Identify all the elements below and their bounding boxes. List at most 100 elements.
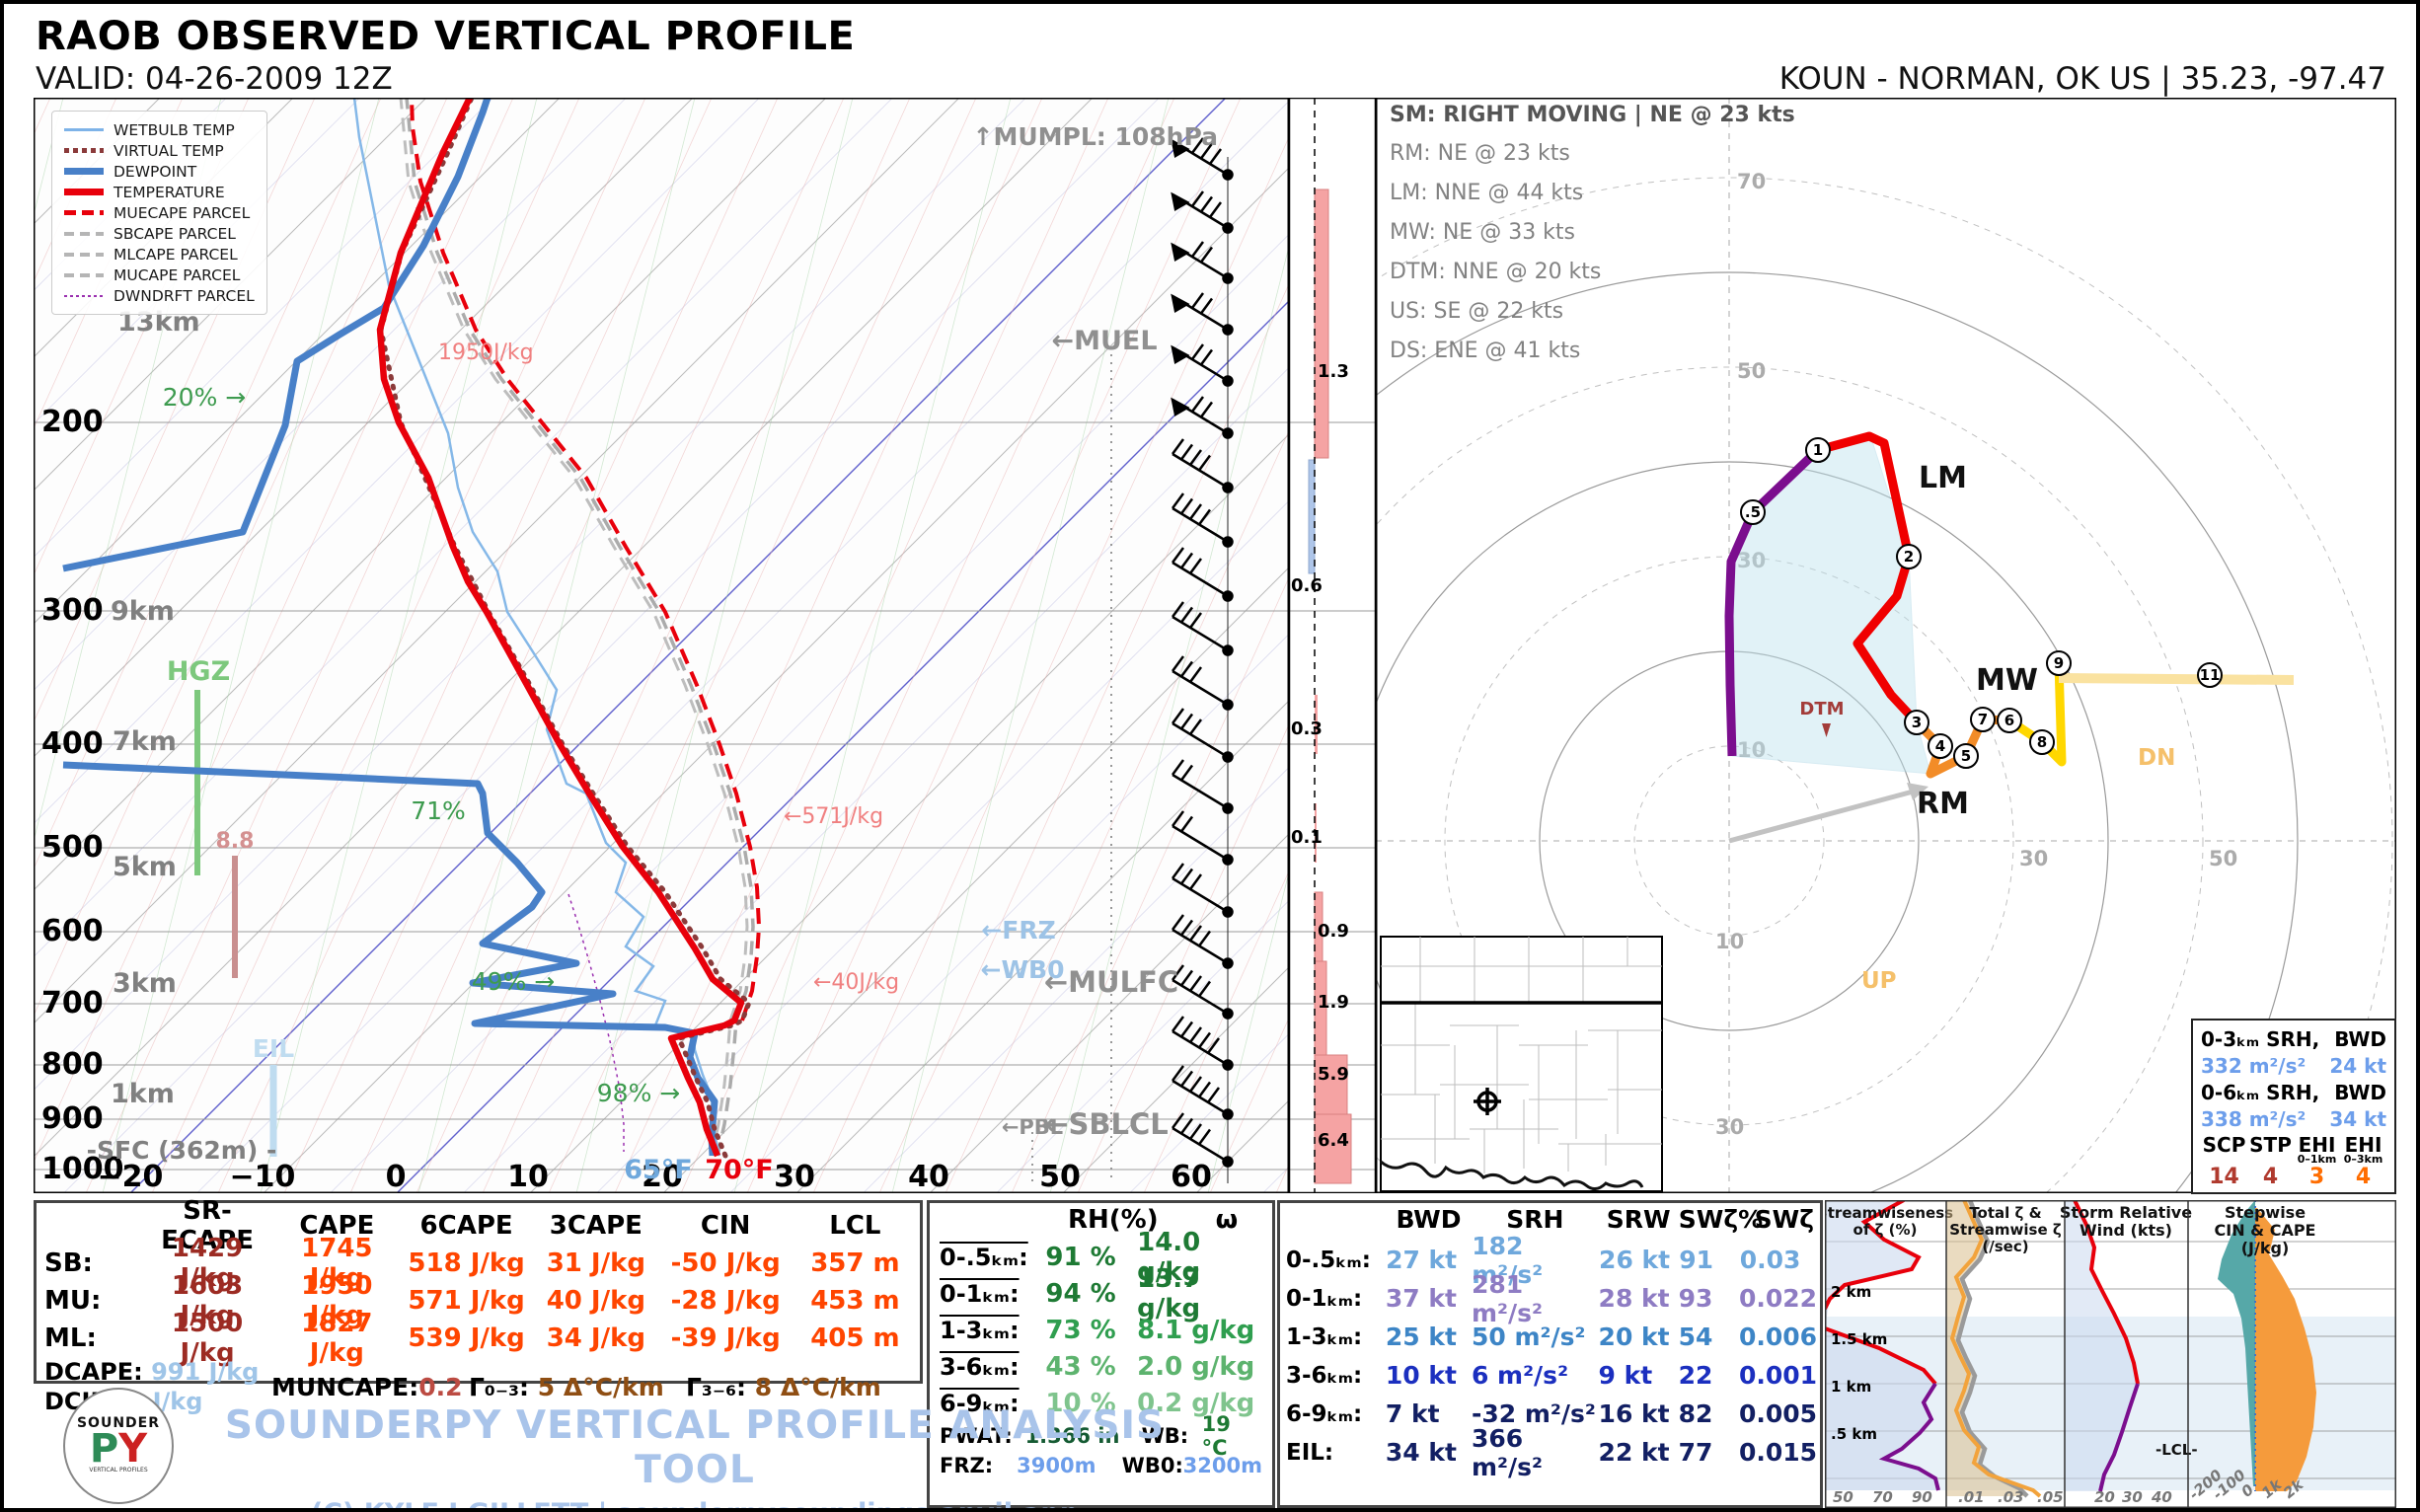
moist-row: 0-.5ₖₘ: 91 % 14.0 g/kg	[940, 1227, 1201, 1287]
virtualtemp-swatch-icon	[64, 148, 104, 153]
rh-header: RH(%)	[1068, 1205, 1159, 1235]
legend-label: SBCAPE PARCEL	[113, 224, 236, 243]
omega-value: 1.9	[1318, 992, 1349, 1013]
pressure-label: 400	[41, 726, 104, 761]
svg-text:.05: .05	[2037, 1488, 2064, 1506]
temp-tick: 10	[507, 1160, 549, 1193]
bwd-label: BWD	[2334, 1081, 2386, 1104]
credit-line1: SOUNDERPY VERTICAL PROFILE ANALYSIS TOOL	[224, 1403, 1166, 1492]
col-header: CAPE	[299, 1211, 375, 1241]
bwd-0-3-value: 24 kt	[2329, 1054, 2386, 1078]
hodo-trace-1-3km	[1816, 431, 1921, 726]
station-crosshair-icon	[1474, 1088, 1501, 1115]
height-label: 7km	[113, 726, 177, 757]
dewpoint-line-upper	[62, 98, 492, 572]
omega-header: ω	[1215, 1205, 1239, 1235]
moist-row: 0-1ₖₘ: 94 % 13.7 g/kg	[940, 1263, 1201, 1323]
sbcape-parcel-line	[405, 98, 755, 1157]
ring-label: 30	[1715, 1115, 1744, 1139]
svg-text:8: 8	[2037, 733, 2047, 751]
logo-y: Y	[118, 1426, 148, 1472]
ehi1-value: 3	[2308, 1165, 2325, 1189]
moist-row: 1-3ₖₘ: 73 % 8.1 g/kg	[940, 1315, 1255, 1345]
lm-label: LM	[1919, 461, 1967, 495]
ehi3-sub: 0–3km	[2343, 1153, 2383, 1166]
svg-text:Stepwise: Stepwise	[2225, 1203, 2306, 1222]
rh-annotation: 71%	[411, 796, 466, 825]
bwd-label: BWD	[2334, 1027, 2386, 1051]
rh-annotation: 98% →	[597, 1079, 680, 1107]
height-label: 9km	[111, 596, 175, 627]
stepwise-panel: Stepwise CIN & CAPE (J/kg) -200 -100 0 1…	[2185, 1200, 2316, 1508]
legend-label: MLCAPE PARCEL	[113, 245, 238, 264]
rh-annotation: 20% →	[163, 383, 246, 412]
streamwiseness-panel: Streamwiseness of ζ (%) 2 km 1.5 km 1 km…	[1825, 1200, 1953, 1506]
valid-time: VALID: 04-26-2009 12Z	[36, 61, 393, 97]
rm-line: RM: NE @ 23 kts	[1390, 141, 1570, 166]
svg-text:2: 2	[1904, 548, 1914, 566]
hodograph-rings	[1376, 98, 2396, 1193]
temp-tick: 20	[642, 1160, 683, 1193]
dwndrft-swatch-icon	[64, 294, 104, 297]
legend-label: MUECAPE PARCEL	[113, 203, 251, 222]
omega-value: 1.3	[1318, 361, 1349, 382]
shear-row: 6-9ₖₘ: 7 kt -32 m²/s² 16 kt 82 0.005	[1286, 1399, 1818, 1428]
sounderpy-logo: SOUNDER PY VERTICAL PROFILES	[63, 1388, 174, 1504]
frz-row: FRZ: 3900m WB0: 3200m	[940, 1454, 1262, 1477]
skewt-legend: WETBULB TEMP VIRTUAL TEMP DEWPOINT TEMPE…	[51, 111, 267, 315]
svg-text:of ζ (%): of ζ (%)	[1853, 1221, 1918, 1239]
wetbulb-swatch-icon	[64, 128, 104, 131]
station-label: KOUN - NORMAN, OK US | 35.23, -97.47	[1778, 61, 2386, 97]
mu-row: MU: 1603 J/kg 1950 J/kg 571 J/kg 40 J/kg -28…	[44, 1271, 900, 1330]
credit-line2: (C) KYLE J GILLETT | sounderpysoundings.…	[182, 1498, 1208, 1508]
ring-label: 50	[2209, 847, 2237, 870]
hodo-trace-6-9km	[2006, 662, 2067, 767]
cape-annotation: 1950J/kg	[438, 340, 534, 365]
us-line: US: SE @ 22 kts	[1390, 299, 1564, 324]
km-gridline-label: 1.5 km	[1831, 1330, 1887, 1348]
temp-tick: −20	[98, 1160, 164, 1193]
map-inset	[1380, 936, 1663, 1192]
svg-text:Wind (kts): Wind (kts)	[2080, 1221, 2172, 1240]
dn-label: DN	[2138, 745, 2175, 771]
ds-line: DS: ENE @ 41 kts	[1390, 339, 1581, 363]
up-label: UP	[1861, 968, 1897, 994]
lapse-label: 8.8	[216, 829, 255, 854]
moisture-table: RH(%) ω 0-.5ₖₘ: 91 % 14.0 g/kg 0-1ₖₘ: 94 % 13…	[927, 1200, 1275, 1508]
legend-label: WETBULB TEMP	[113, 120, 235, 139]
pbl-label: ←PBL	[1002, 1115, 1063, 1139]
hodo-trace-9-11km	[2058, 673, 2295, 685]
height-label: 1km	[111, 1079, 175, 1109]
sfc-temp: 70°F	[705, 1155, 774, 1185]
hodo-trace-0-1km	[1724, 446, 1822, 757]
frz-label: ←FRZ	[981, 916, 1055, 945]
legend-label: DWNDRFT PARCEL	[113, 286, 255, 305]
logo-text-top: SOUNDER	[76, 1415, 161, 1431]
dewpoint-swatch-icon	[64, 168, 104, 175]
dtm-line: DTM: NNE @ 20 kts	[1390, 260, 1602, 284]
pressure-label: 700	[41, 986, 104, 1021]
wind-barbs-column	[1171, 137, 1234, 1183]
svg-text:1: 1	[1813, 441, 1823, 459]
ring-label: 10	[1715, 930, 1744, 953]
temp-tick: 40	[908, 1160, 949, 1193]
svg-text:20: 20	[2094, 1488, 2115, 1506]
svg-text:5: 5	[1961, 747, 1971, 765]
virtual-temp-line	[378, 98, 752, 1159]
svg-text:Streamwiseness: Streamwiseness	[1825, 1204, 1953, 1222]
moist-row: 3-6ₖₘ: 43 % 2.0 g/kg	[940, 1351, 1255, 1382]
thermo-table: SR-ECAPE CAPE 6CAPE 3CAPE CIN LCL SB: 14…	[34, 1196, 923, 1415]
pressure-label: 500	[41, 830, 104, 865]
legend-label: VIRTUAL TEMP	[113, 141, 224, 160]
svg-text:.03: .03	[1998, 1488, 2024, 1506]
mumpl-label: ↑MUMPL: 108hPa	[973, 122, 1218, 151]
omega-value: 0.9	[1318, 921, 1349, 942]
pressure-label: 800	[41, 1047, 104, 1082]
omega-value: 0.6	[1291, 575, 1323, 596]
pressure-label: 1000	[41, 1152, 124, 1186]
muecape-parcel-line	[410, 98, 762, 1021]
omega-value: 6.4	[1318, 1130, 1349, 1151]
lcl-label: -LCL-	[2155, 1441, 2198, 1459]
ehi3-header: EHI	[2344, 1133, 2382, 1157]
scp-value: 14	[2209, 1165, 2239, 1189]
